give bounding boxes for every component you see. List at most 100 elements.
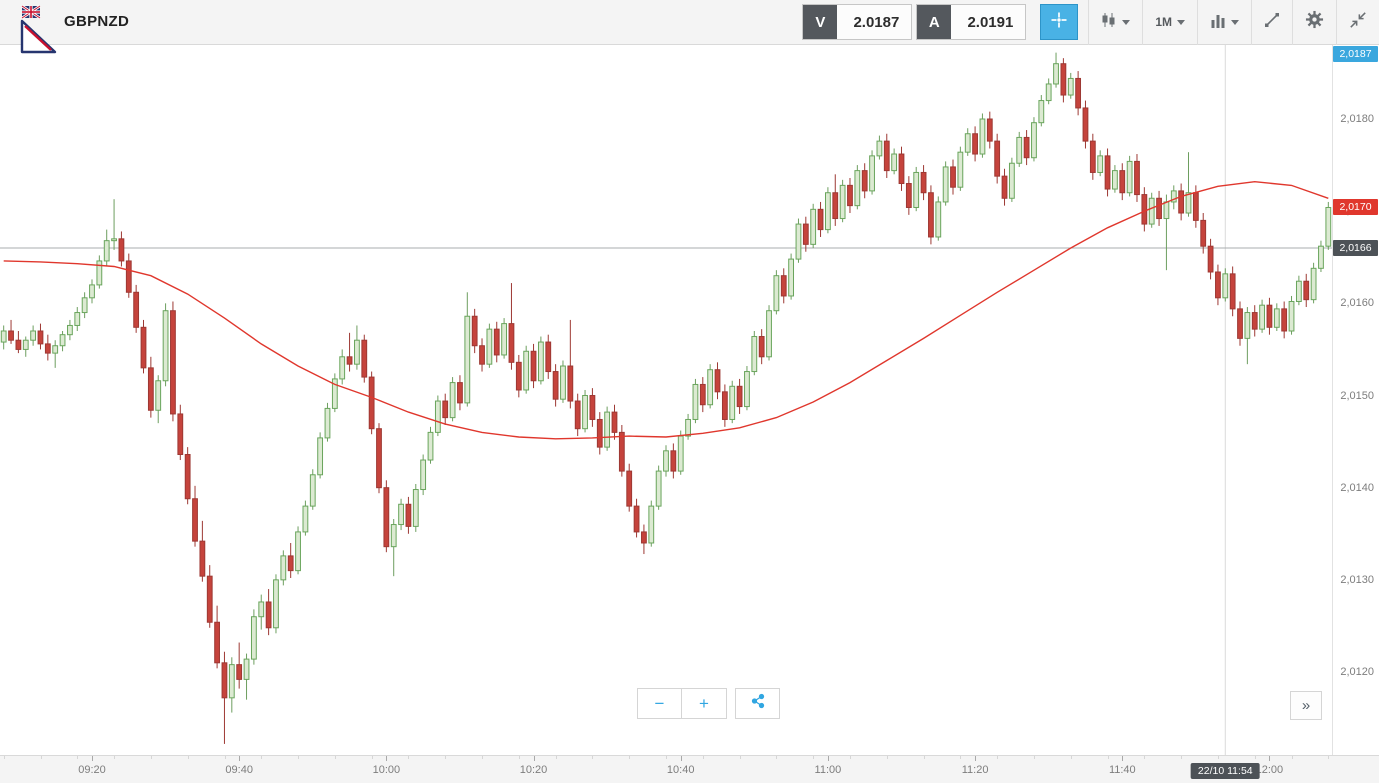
candle-up: [74, 312, 81, 326]
candle-down: [596, 418, 603, 448]
candle-down: [847, 184, 853, 207]
candle-up: [979, 118, 986, 155]
candle-down: [1156, 197, 1162, 220]
candle-down: [1266, 304, 1273, 328]
candle-up: [1097, 155, 1104, 173]
candle-down: [192, 498, 198, 542]
candle-down: [1104, 155, 1111, 190]
candle-down: [147, 367, 154, 411]
expand-panel-button[interactable]: »: [1290, 691, 1322, 720]
time-minor-tick: [224, 756, 226, 759]
candle-down: [287, 555, 294, 572]
time-minor-tick: [1254, 756, 1256, 759]
candle-up: [501, 323, 507, 356]
symbol-title: GBPNZD: [64, 13, 130, 30]
price-axis[interactable]: 2,0187 2,0170 2,0166 2,01802,01702,01602…: [1332, 45, 1379, 755]
candle-down: [721, 391, 728, 420]
candle-down: [736, 385, 743, 408]
time-tick-mark: [975, 756, 977, 761]
chevron-down-icon: [1231, 20, 1239, 25]
candle-up: [729, 385, 736, 420]
candle-up: [1185, 192, 1192, 214]
candle-down: [177, 413, 184, 455]
candle-down: [1215, 271, 1221, 299]
candle-up: [891, 153, 898, 172]
candle-down: [898, 153, 905, 185]
settings-button[interactable]: [1292, 0, 1336, 45]
candle-down: [184, 453, 191, 500]
candle-down: [530, 350, 537, 382]
time-minor-tick: [334, 756, 336, 759]
candle-up: [766, 310, 772, 358]
crosshair-tool-button[interactable]: [1040, 4, 1079, 40]
candle-up: [1295, 280, 1302, 302]
candle-up: [67, 324, 73, 336]
time-axis[interactable]: 22/10 11:54 09:20 09:40 10:00 10:20 10:40 11:…: [0, 755, 1379, 783]
candle-down: [15, 339, 22, 350]
time-minor-tick: [1181, 756, 1183, 759]
candle-down: [221, 662, 228, 699]
candle-down: [405, 503, 412, 527]
candle-up: [744, 371, 750, 408]
time-minor-tick: [3, 756, 5, 759]
candle-up: [1310, 267, 1317, 301]
time-minor-tick: [960, 756, 962, 759]
candle-up: [280, 555, 287, 581]
buy-quote-button[interactable]: A 2.0191: [916, 4, 1027, 40]
timeframe-button[interactable]: 1M: [1142, 0, 1197, 45]
candle-down: [479, 345, 485, 365]
candle-down: [8, 330, 14, 341]
time-tick-label: 11:40: [1108, 764, 1136, 776]
candle-down: [214, 621, 220, 664]
zoom-in-button[interactable]: +: [682, 688, 727, 719]
time-minor-tick: [592, 756, 594, 759]
zoom-out-button[interactable]: −: [637, 688, 682, 719]
candle-up: [1126, 160, 1133, 194]
candle-down: [920, 171, 927, 194]
time-tick-label: 12:00: [1255, 764, 1284, 776]
candle-down: [1303, 280, 1310, 301]
candle-up: [295, 531, 301, 572]
last-price-badge: 2,0170: [1333, 199, 1378, 216]
candle-up: [957, 151, 964, 188]
time-tick-mark: [680, 756, 682, 761]
candle-down: [170, 310, 176, 415]
candle-up: [1067, 77, 1074, 96]
candle-down: [802, 223, 809, 245]
drawing-tools-button[interactable]: [1251, 0, 1292, 45]
time-minor-tick: [1217, 756, 1219, 759]
candle-down: [1134, 160, 1140, 196]
time-tick-mark: [1269, 756, 1271, 761]
candle-up: [427, 431, 434, 461]
candle-down: [376, 428, 382, 489]
candle-up: [111, 238, 117, 242]
candle-down: [471, 315, 478, 347]
candle-up: [1163, 201, 1170, 220]
restore-size-button[interactable]: [1336, 0, 1379, 45]
candle-down: [699, 383, 706, 406]
moving-average-line: [3, 180, 1329, 440]
candle-down: [641, 531, 647, 544]
price-tick-label: 2,0160: [1340, 297, 1374, 310]
candle-up: [22, 339, 29, 350]
share-button[interactable]: [735, 688, 780, 719]
gear-icon: [1305, 10, 1324, 34]
candle-down: [1089, 140, 1096, 173]
indicators-button[interactable]: [1197, 0, 1251, 45]
candle-up: [30, 330, 37, 341]
candle-down: [133, 291, 140, 328]
chart-type-button[interactable]: [1088, 0, 1142, 45]
candle-up: [810, 208, 817, 245]
sell-quote-button[interactable]: V 2.0187: [802, 4, 913, 40]
candle-up: [1031, 122, 1037, 159]
candle-down: [832, 192, 839, 220]
time-tick-label: 10:40: [666, 764, 695, 776]
chart-plot[interactable]: [0, 45, 1332, 755]
candle-up: [324, 407, 331, 439]
candle-down: [928, 192, 934, 238]
candle-down: [861, 170, 868, 192]
candlestick-canvas: [0, 45, 1332, 755]
candle-down: [1178, 190, 1185, 214]
candle-down: [817, 208, 824, 231]
time-tick-label: 09:20: [78, 764, 106, 776]
